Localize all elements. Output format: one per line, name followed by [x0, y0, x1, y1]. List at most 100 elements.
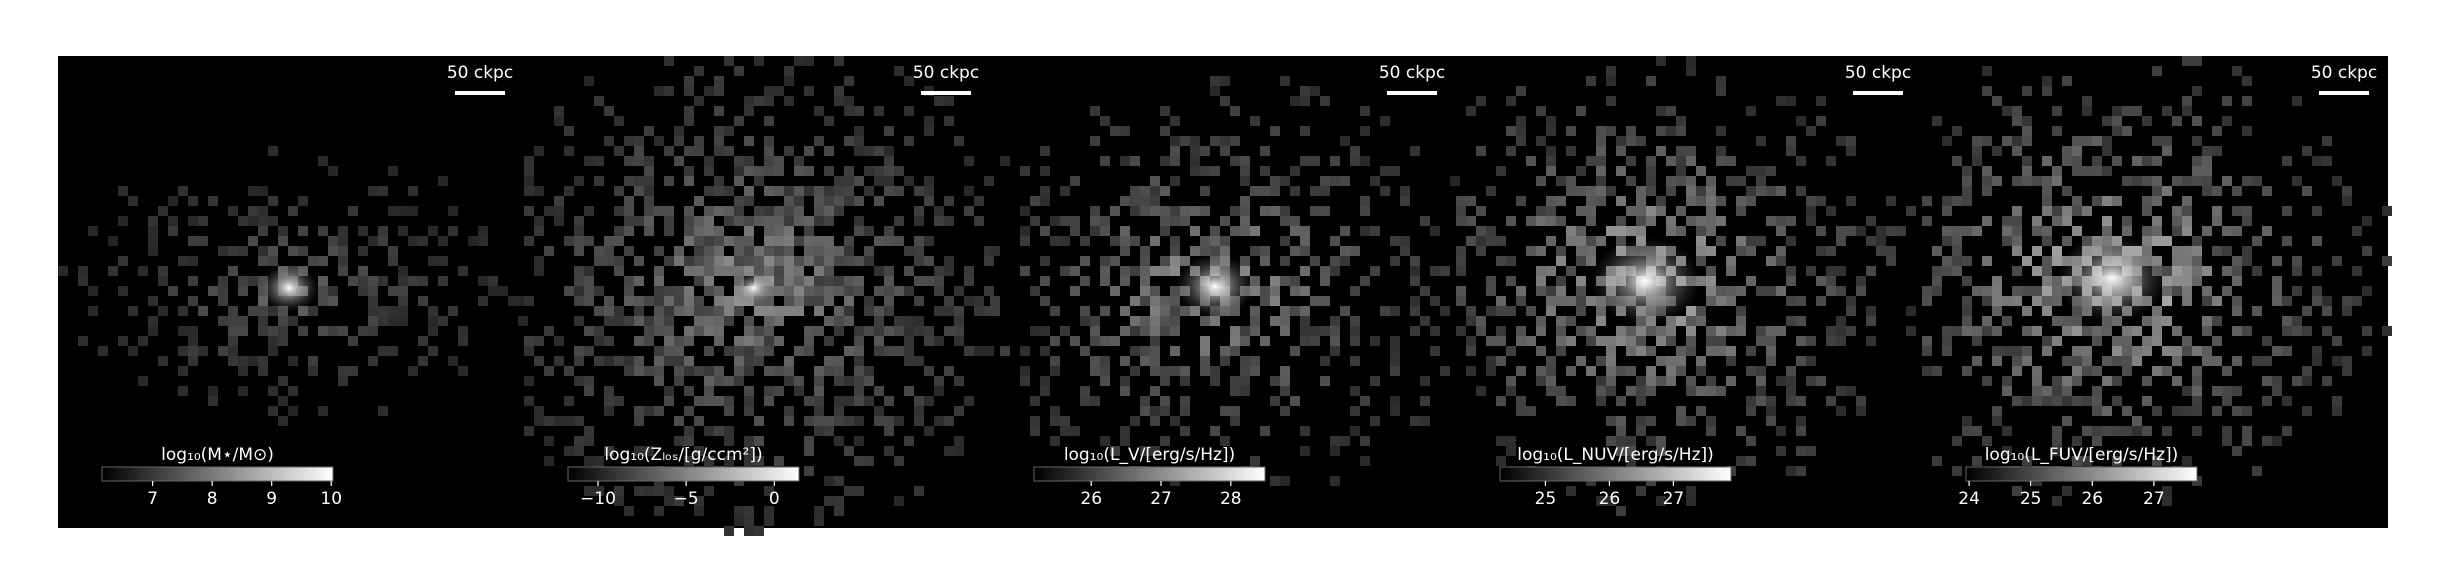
pixel	[2112, 196, 2122, 206]
pixel	[2232, 266, 2242, 276]
pixel	[724, 56, 734, 66]
pixel	[684, 366, 694, 376]
pixel	[1140, 246, 1150, 256]
pixel	[1180, 426, 1190, 436]
pixel	[1962, 276, 1972, 286]
pixel	[378, 276, 388, 286]
pixel	[78, 276, 88, 286]
pixel	[564, 446, 574, 456]
pixel	[1992, 276, 2002, 286]
pixel	[624, 216, 634, 226]
pixel	[524, 296, 534, 306]
pixel	[2212, 406, 2222, 416]
pixel	[1576, 226, 1586, 236]
pixel	[228, 206, 238, 216]
pixel	[2062, 316, 2072, 326]
pixel	[1170, 366, 1180, 376]
pixel	[1796, 156, 1806, 166]
pixel	[2142, 316, 2152, 326]
pixel	[674, 376, 684, 386]
pixel	[348, 206, 358, 216]
pixel	[824, 276, 834, 286]
pixel	[1952, 436, 1962, 446]
pixel	[804, 56, 814, 66]
pixel	[1696, 186, 1706, 196]
pixel	[1420, 216, 1430, 226]
pixel	[2152, 176, 2162, 186]
pixel	[584, 346, 594, 356]
pixel	[1586, 186, 1596, 196]
pixel	[1160, 406, 1170, 416]
pixel	[1596, 146, 1606, 156]
pixel	[894, 416, 904, 426]
pixel	[2062, 356, 2072, 366]
pixel	[1716, 196, 1726, 206]
pixel	[1816, 196, 1826, 206]
colorbar	[1033, 466, 1266, 482]
pixel	[1140, 256, 1150, 266]
pixel	[1360, 196, 1370, 206]
pixel	[594, 356, 604, 366]
pixel	[1040, 166, 1050, 176]
pixel	[2062, 416, 2072, 426]
pixel	[724, 406, 734, 416]
pixel	[2092, 426, 2102, 436]
pixel	[2302, 326, 2312, 336]
pixel	[1330, 346, 1340, 356]
pixel	[2122, 126, 2132, 136]
pixel	[1726, 176, 1736, 186]
pixel	[2212, 356, 2222, 366]
pixel	[644, 206, 654, 216]
pixel	[318, 326, 328, 336]
pixel	[624, 136, 634, 146]
pixel	[594, 286, 604, 296]
pixel	[1050, 236, 1060, 246]
pixel	[2152, 66, 2162, 76]
pixel	[148, 296, 158, 306]
pixel	[1290, 246, 1300, 256]
pixel	[714, 306, 724, 316]
pixel	[1466, 346, 1476, 356]
pixel	[1110, 446, 1120, 456]
pixel	[554, 206, 564, 216]
pixel	[2022, 396, 2032, 406]
pixel	[1140, 286, 1150, 296]
pixel	[1250, 366, 1260, 376]
pixel	[1410, 266, 1420, 276]
pixel	[1746, 236, 1756, 246]
pixel	[1786, 236, 1796, 246]
pixel	[1796, 336, 1806, 346]
pixel	[1420, 416, 1430, 426]
pixel	[388, 256, 398, 266]
pixel	[884, 286, 894, 296]
pixel	[1496, 436, 1506, 446]
pixel	[2312, 296, 2322, 306]
pixel	[824, 266, 834, 276]
pixel	[644, 406, 654, 416]
pixel	[674, 356, 684, 366]
pixel	[854, 386, 864, 396]
pixel	[934, 416, 944, 426]
pixel	[2252, 356, 2262, 366]
pixel	[924, 326, 934, 336]
pixel	[1962, 196, 1972, 206]
pixel	[2012, 296, 2022, 306]
pixel	[1486, 276, 1496, 286]
pixel	[804, 146, 814, 156]
pixel	[594, 486, 604, 496]
pixel	[574, 266, 584, 276]
pixel	[834, 416, 844, 426]
pixel	[2332, 256, 2342, 266]
pixel	[1576, 166, 1586, 176]
pixel	[1736, 456, 1746, 466]
colorbar-tick-label: 8	[207, 489, 218, 509]
pixel	[2262, 336, 2272, 346]
pixel	[764, 306, 774, 316]
pixel	[2152, 216, 2162, 226]
pixel	[2212, 336, 2222, 346]
pixel	[1120, 426, 1130, 436]
pixel	[388, 306, 398, 316]
pixel	[524, 166, 534, 176]
pixel	[854, 226, 864, 236]
pixel	[1626, 386, 1636, 396]
